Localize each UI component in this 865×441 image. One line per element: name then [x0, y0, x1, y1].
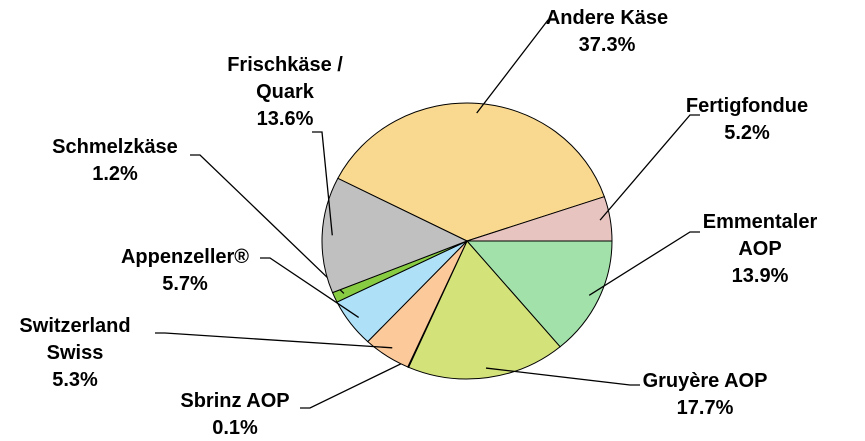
slice-value: 17.7% [676, 397, 734, 419]
slice-label: Appenzeller® 5.7% [95, 244, 275, 298]
slice-name: Emmentaler AOP [702, 211, 818, 260]
slice-value: 1.2% [92, 163, 138, 185]
slice-value: 13.9% [731, 265, 789, 287]
slice-label: Schmelzkäse 1.2% [25, 134, 205, 188]
leader-line [312, 131, 333, 236]
leader-line [190, 154, 345, 294]
slice-label: Emmentaler AOP 13.9% [690, 209, 830, 290]
slice-name: Schmelzkäse [52, 136, 178, 158]
leader-line [599, 114, 700, 221]
slice-value: 5.7% [162, 273, 208, 295]
slice-value: 0.1% [212, 417, 258, 439]
leader-line [485, 367, 640, 386]
pie-slice [407, 240, 561, 380]
slice-label: Andere Käse 37.3% [522, 5, 692, 59]
pie-slice [321, 177, 469, 294]
slice-name: Frischkäse / Quark [227, 54, 343, 103]
slice-name: Gruyère AOP [642, 370, 768, 392]
slice-label: Fertigfondue 5.2% [662, 93, 832, 147]
leader-line [476, 19, 558, 114]
slice-label: Switzerland Swiss 5.3% [5, 313, 145, 394]
slice-label: Frischkäse / Quark 13.6% [205, 52, 365, 133]
pie-slice [465, 240, 613, 348]
slice-name: Appenzeller® [120, 246, 250, 268]
slice-name: Fertigfondue [685, 95, 809, 117]
slice-label: Gruyère AOP 17.7% [620, 368, 790, 422]
leader-line [155, 332, 393, 349]
slice-name: Sbrinz AOP [180, 390, 290, 412]
leader-line [588, 231, 700, 296]
slice-label: Sbrinz AOP 0.1% [150, 388, 320, 441]
leader-line [260, 257, 360, 318]
slice-value: 13.6% [256, 108, 314, 130]
slice-value: 5.2% [724, 122, 770, 144]
slice-value: 37.3% [578, 34, 636, 56]
slice-value: 5.3% [52, 369, 98, 391]
slice-name: Andere Käse [545, 7, 669, 29]
leader-line [300, 357, 413, 409]
pie-slice [337, 102, 605, 242]
slice-name: Switzerland Swiss [19, 315, 131, 364]
